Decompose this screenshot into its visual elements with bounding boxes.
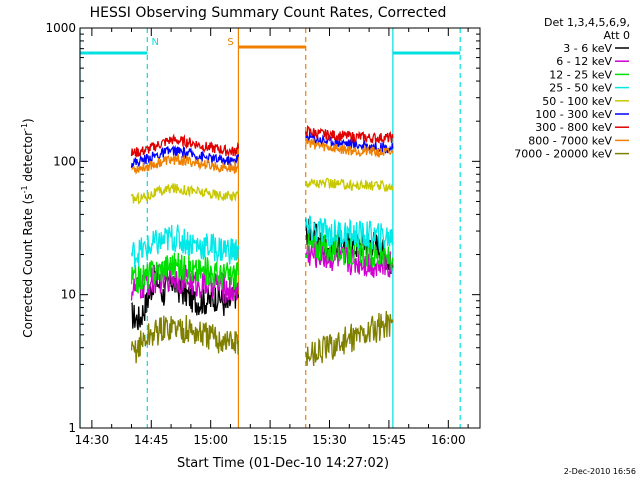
- series-line-4-w1: [305, 177, 394, 192]
- y-tick-label-1: 10: [61, 288, 76, 302]
- series-line-6-w0: [130, 133, 240, 158]
- series-line-2-w1: [305, 232, 394, 272]
- x-axis: 14:30 14:45 15:00 15:15 15:30 15:45 16:00: [75, 28, 469, 447]
- x-tick-label-6: 16:00: [431, 433, 466, 447]
- plot-frame: [79, 27, 481, 429]
- x-axis-label: Start Time (01-Dec-10 14:27:02): [177, 456, 389, 471]
- timestamp: 2-Dec-2010 16:56: [564, 467, 636, 476]
- legend-header-line2: Att 0: [604, 29, 630, 42]
- series-line-8-w1: [305, 310, 394, 367]
- series-line-7-w1: [305, 138, 394, 158]
- plot-area: [79, 28, 461, 428]
- annotation-s: S: [227, 37, 233, 48]
- series-line-4-w0: [130, 183, 240, 205]
- y-tick-label-2: 100: [53, 154, 76, 168]
- legend-label-5: 100 - 300 keV: [535, 108, 612, 121]
- legend-label-6: 300 - 800 keV: [535, 121, 612, 134]
- series-line-5-w0: [130, 144, 240, 168]
- legend-header-line1: Det 1,3,4,5,6,9,: [544, 16, 630, 29]
- annotation-n: N: [152, 37, 159, 48]
- y-tick-label-0: 1: [68, 421, 76, 435]
- legend-label-4: 50 - 100 keV: [542, 95, 612, 108]
- legend-label-7: 800 - 7000 keV: [528, 134, 612, 147]
- series-line-3-w1: [305, 215, 394, 252]
- legend-label-2: 12 - 25 keV: [549, 68, 612, 81]
- x-tick-label-1: 14:45: [134, 433, 169, 447]
- x-tick-label-0: 14:30: [75, 433, 110, 447]
- chart-title: HESSI Observing Summary Count Rates, Cor…: [90, 5, 447, 21]
- series-line-6-w1: [305, 125, 394, 144]
- y-axis: 1 10 100 1000: [45, 21, 480, 435]
- x-tick-label-5: 15:45: [372, 433, 407, 447]
- legend-label-1: 6 - 12 keV: [556, 55, 612, 68]
- legend-label-0: 3 - 6 keV: [563, 42, 612, 55]
- series-line-3-w0: [130, 224, 240, 268]
- series-line-1-w0: [130, 262, 240, 305]
- x-tick-label-4: 15:30: [312, 433, 347, 447]
- x-tick-label-3: 15:15: [253, 433, 288, 447]
- series-line-7-w0: [131, 153, 240, 175]
- series-line-2-w0: [130, 252, 240, 294]
- y-tick-label-3: 1000: [45, 21, 76, 35]
- y-axis-label: Corrected Count Rate (s-1 detector-1): [20, 118, 35, 337]
- legend-label-3: 25 - 50 keV: [549, 82, 612, 95]
- series-line-8-w0: [130, 314, 240, 364]
- x-tick-label-2: 15:00: [193, 433, 228, 447]
- legend-label-8: 7000 - 20000 keV: [514, 148, 612, 161]
